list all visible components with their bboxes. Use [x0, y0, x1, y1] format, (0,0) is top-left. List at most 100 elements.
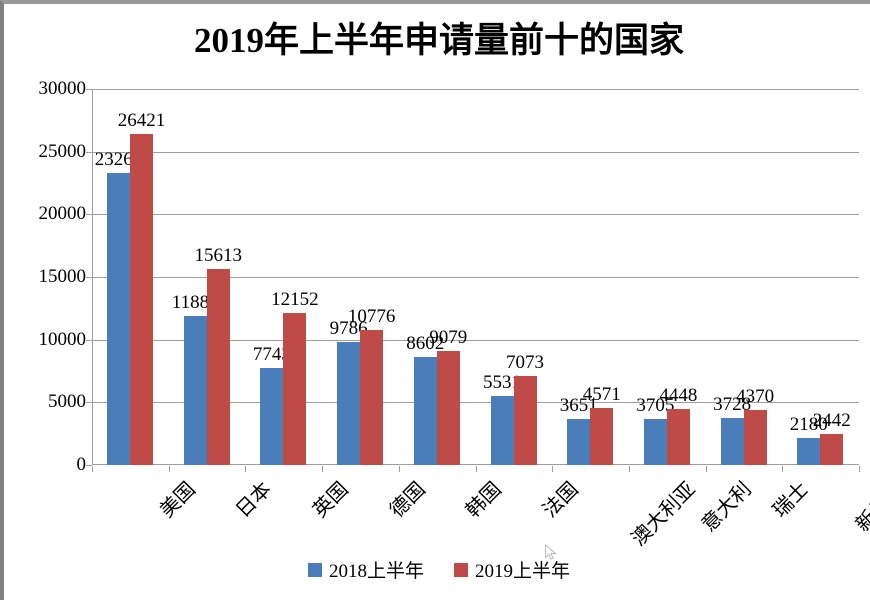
- bar-value-label: 9079: [429, 327, 468, 349]
- x-tick-mark: [705, 466, 707, 472]
- gridline: [92, 151, 859, 153]
- x-category-label: 日本: [232, 478, 277, 523]
- bar-value-label: 7743: [252, 343, 291, 365]
- y-tick-mark: [86, 89, 92, 90]
- chart-title: 2019年上半年申请量前十的国家: [193, 21, 684, 60]
- bar-value-label: 3651: [559, 395, 598, 417]
- bar-group[interactable]: 2180 2442: [782, 89, 859, 465]
- bar-2019[interactable]: [820, 434, 844, 465]
- y-tick-label: 25000: [38, 140, 87, 162]
- bar-2019[interactable]: [130, 133, 153, 465]
- y-tick-label: 20000: [38, 203, 87, 225]
- bar-value-label: 12152: [271, 288, 319, 310]
- bar-group[interactable]: 3651 4571: [552, 89, 629, 465]
- plot-area: 23263 26421 11885 15613 7743 12152 9786 10776 86…: [92, 89, 859, 465]
- x-tick-mark: [245, 466, 247, 472]
- y-tick-label: 10000: [38, 328, 87, 350]
- bar-2018[interactable]: [567, 419, 591, 465]
- bar-value-label: 26421: [117, 109, 166, 131]
- bar-2018[interactable]: [490, 395, 514, 465]
- bar-group[interactable]: 9786 10776: [322, 89, 399, 465]
- x-category-label: 美国: [155, 478, 200, 523]
- x-category-label: 新加坡: [851, 478, 870, 537]
- legend-label: 2019上半年: [475, 561, 571, 582]
- bar-value-label: 7073: [506, 352, 544, 374]
- y-tick-label: 30000: [38, 78, 87, 99]
- x-axis-line: [92, 464, 859, 465]
- bar-group[interactable]: 7743 12152: [245, 89, 322, 465]
- gridline: [92, 339, 859, 341]
- y-tick-mark: [86, 402, 92, 404]
- bar-value-label: 9786: [329, 318, 368, 340]
- x-axis: 美国 日本 英国 德国 韩国 法国 澳大利亚 意大利 瑞士 新加坡: [92, 466, 870, 556]
- chart-legend: 2018上半年 2019上半年: [4, 556, 870, 583]
- x-category-label: 英国: [308, 478, 353, 523]
- y-tick-label: 15000: [38, 266, 87, 287]
- y-tick-mark: [86, 277, 92, 278]
- legend-swatch-icon: [454, 562, 468, 577]
- x-category-label: 意大利: [698, 478, 757, 537]
- y-tick-mark: [86, 339, 92, 341]
- x-tick-mark: [552, 466, 554, 472]
- bar-value-label: 3705: [636, 394, 675, 416]
- bar-2019[interactable]: [513, 376, 537, 465]
- bar-group[interactable]: 23263 26421: [92, 89, 169, 465]
- bar-value-label: 5531: [483, 371, 521, 393]
- bar-2018[interactable]: [337, 342, 361, 465]
- x-category-label: 德国: [385, 478, 430, 523]
- x-tick-mark: [168, 466, 170, 472]
- bar-2019[interactable]: [436, 351, 460, 465]
- x-tick-mark: [92, 466, 93, 472]
- y-tick-label: 0: [76, 454, 87, 475]
- bar-2019[interactable]: [206, 269, 230, 465]
- x-tick-mark: [475, 466, 477, 472]
- bar-2018[interactable]: [643, 418, 667, 465]
- bar-group[interactable]: 8602 9079: [399, 89, 476, 465]
- gridline: [92, 89, 859, 90]
- bar-group[interactable]: 3705 4448: [629, 89, 706, 465]
- bar-2019[interactable]: [666, 409, 690, 465]
- bar-value-label: 4448: [659, 385, 698, 407]
- bar-2019[interactable]: [360, 329, 384, 465]
- x-tick-mark: [398, 466, 400, 472]
- x-tick-mark: [628, 466, 630, 472]
- bar-value-label: 4370: [736, 386, 775, 408]
- bar-2019[interactable]: [283, 312, 307, 465]
- bar-value-label: 3728: [713, 394, 752, 416]
- bar-2018[interactable]: [107, 173, 130, 465]
- bar-2018[interactable]: [413, 357, 437, 465]
- x-category-label: 瑞士: [769, 478, 813, 523]
- bar-value-label: 15613: [194, 245, 242, 267]
- x-category-label: 韩国: [462, 478, 507, 523]
- gridline: [92, 402, 859, 404]
- mouse-cursor-icon: [545, 544, 557, 560]
- y-axis: 0 5000 10000 15000 20000 25000 30000: [4, 78, 92, 475]
- bar-group[interactable]: 3728 4370: [706, 89, 783, 465]
- bar-value-label: 2442: [812, 410, 851, 432]
- bar-group[interactable]: 11885 15613: [169, 89, 246, 465]
- gridline: [92, 277, 859, 278]
- x-tick-mark: [782, 466, 784, 472]
- y-tick-mark: [86, 151, 92, 153]
- bar-2018[interactable]: [720, 418, 744, 465]
- gridline: [92, 214, 859, 216]
- x-category-label: 澳大利亚: [627, 478, 700, 551]
- bar-2018[interactable]: [797, 437, 821, 465]
- y-tick-label: 5000: [48, 391, 86, 413]
- x-category-label: 法国: [539, 478, 583, 523]
- bar-2019[interactable]: [743, 410, 767, 465]
- x-tick-mark: [322, 466, 324, 472]
- y-tick-mark: [86, 214, 92, 216]
- y-tick-mark: [86, 465, 92, 466]
- bar-2019[interactable]: [590, 407, 614, 465]
- bar-value-label: 8602: [406, 333, 445, 355]
- legend-swatch-icon: [307, 562, 322, 577]
- bar-2018[interactable]: [183, 316, 207, 465]
- bar-group[interactable]: 5531 7073: [476, 89, 553, 465]
- x-tick-mark: [859, 466, 860, 472]
- legend-entry-2019[interactable]: 2019上半年: [454, 556, 570, 583]
- bar-2018[interactable]: [260, 367, 284, 465]
- legend-entry-2018[interactable]: 2018上半年: [307, 556, 424, 583]
- legend-label: 2018上半年: [328, 561, 424, 582]
- bar-value-label: 2180: [789, 413, 828, 435]
